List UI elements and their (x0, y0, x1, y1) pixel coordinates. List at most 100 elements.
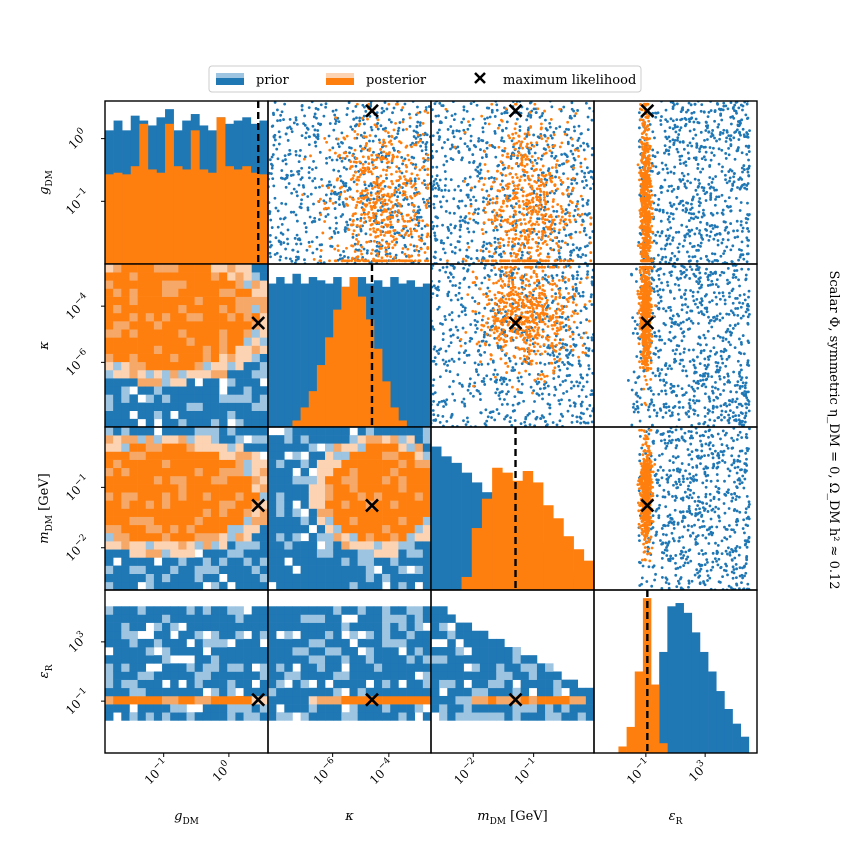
density-cell (202, 345, 212, 354)
prior-sample-point (471, 296, 474, 300)
prior-sample-point (276, 108, 279, 112)
prior-sample-point (461, 260, 465, 263)
prior-sample-point (586, 264, 589, 268)
prior-sample-point (317, 218, 321, 221)
posterior-sample-point (395, 179, 399, 183)
posterior-sample-point (507, 240, 511, 244)
prior-sample-point (402, 198, 406, 202)
posterior-sample-point (544, 139, 548, 143)
prior-sample-point (315, 235, 319, 239)
prior-sample-point (422, 160, 426, 164)
density-cell (243, 353, 252, 363)
posterior-sample-point (527, 220, 531, 224)
prior-sample-point (442, 163, 446, 167)
prior-sample-point (339, 253, 342, 257)
prior-sample-point (534, 111, 538, 115)
posterior-sample-point (375, 181, 379, 185)
posterior-sample-point (525, 155, 529, 159)
prior-sample-point (699, 233, 703, 237)
prior-sample-point (274, 206, 278, 210)
prior-sample-point (676, 150, 680, 154)
prior-sample-point (571, 152, 575, 156)
posterior-sample-point (357, 178, 360, 182)
prior-sample-point (579, 421, 583, 425)
prior-sample-point (475, 257, 479, 260)
prior-sample-point (681, 244, 685, 248)
density-cell (153, 394, 163, 403)
prior-sample-point (489, 309, 493, 313)
density-cell (227, 264, 236, 273)
density-cell (219, 272, 228, 281)
prior-sample-point (440, 146, 444, 150)
posterior-sample-point (516, 154, 520, 158)
prior-sample-point (739, 220, 743, 223)
posterior-sample-point (356, 132, 360, 136)
prior-sample-point (469, 257, 473, 261)
density-cell (145, 288, 155, 297)
density-cell (210, 329, 220, 338)
prior-sample-point (487, 343, 491, 347)
posterior-sample-point (517, 139, 521, 143)
posterior-hist-bar (216, 117, 226, 264)
posterior-sample-point (647, 119, 651, 123)
prior-sample-point (737, 106, 741, 110)
posterior-sample-point (639, 212, 643, 216)
prior-sample-point (747, 229, 751, 233)
posterior-sample-point (406, 247, 410, 251)
prior-sample-point (488, 254, 492, 258)
posterior-hist-bar (365, 319, 375, 427)
posterior-sample-point (639, 215, 642, 219)
prior-sample-point (562, 325, 566, 329)
prior-sample-point (295, 255, 298, 259)
density-cell (219, 321, 228, 330)
posterior-sample-point (642, 254, 646, 258)
prior-sample-point (675, 102, 679, 106)
prior-sample-point (680, 107, 684, 111)
posterior-sample-point (643, 189, 646, 193)
posterior-sample-point (650, 259, 654, 263)
prior-sample-point (344, 181, 348, 185)
posterior-sample-point (546, 136, 550, 140)
prior-sample-point (458, 248, 462, 252)
posterior-sample-point (399, 176, 402, 180)
prior-sample-point (573, 114, 577, 118)
density-cell (235, 337, 244, 346)
posterior-sample-point (580, 212, 584, 216)
posterior-sample-point (426, 199, 430, 203)
prior-sample-point (579, 321, 583, 324)
posterior-sample-point (407, 179, 411, 183)
prior-sample-point (739, 223, 743, 227)
prior-sample-point (490, 269, 493, 272)
prior-sample-point (696, 216, 700, 220)
prior-sample-point (569, 232, 573, 236)
posterior-sample-point (645, 148, 649, 152)
prior-sample-point (579, 161, 583, 165)
posterior-sample-point (516, 187, 520, 190)
density-cell (235, 329, 244, 338)
posterior-sample-point (425, 206, 428, 210)
prior-sample-point (485, 242, 489, 246)
prior-sample-point (441, 223, 444, 227)
prior-sample-point (690, 212, 693, 216)
prior-sample-point (550, 154, 554, 158)
posterior-sample-point (493, 216, 497, 220)
prior-sample-point (334, 122, 337, 125)
prior-sample-point (403, 102, 407, 106)
posterior-sample-point (589, 216, 593, 220)
posterior-sample-point (371, 248, 375, 252)
posterior-sample-point (372, 239, 376, 243)
posterior-sample-point (377, 221, 381, 224)
posterior-sample-point (356, 200, 360, 204)
posterior-sample-point (340, 259, 344, 263)
density-cell (137, 272, 147, 281)
density-cell (227, 272, 236, 281)
posterior-sample-point (414, 188, 418, 191)
posterior-sample-point (512, 251, 516, 255)
prior-sample-point (300, 176, 304, 179)
posterior-sample-point (525, 145, 528, 148)
posterior-sample-point (542, 174, 546, 178)
posterior-sample-point (529, 246, 533, 250)
prior-sample-point (459, 225, 463, 229)
prior-sample-point (731, 244, 735, 248)
prior-sample-point (468, 175, 472, 179)
